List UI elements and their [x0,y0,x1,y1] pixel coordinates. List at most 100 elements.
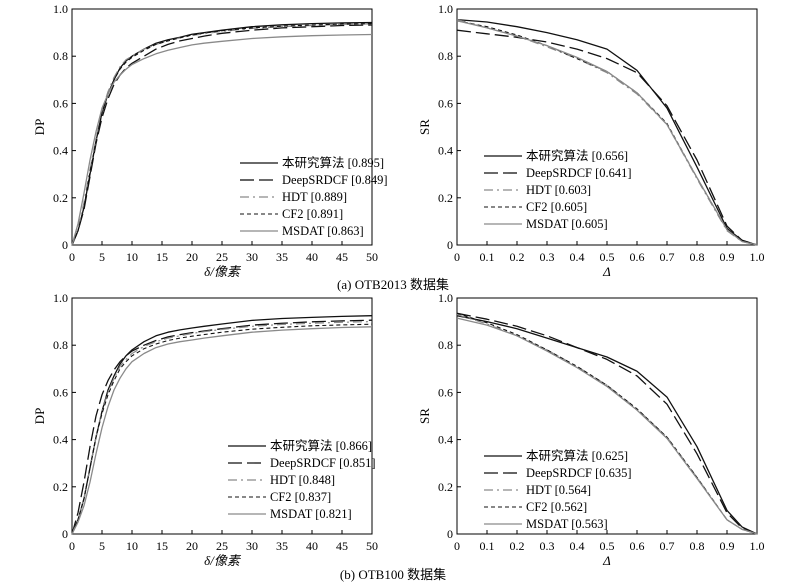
legend-label: HDT [0.603] [526,183,591,197]
y-tick-label: 0.6 [53,385,68,399]
y-tick-label: 0.6 [438,385,453,399]
legend-label: MSDAT [0.863] [282,224,364,238]
x-tick-label: 0.6 [630,250,645,264]
x-tick-label: 0.7 [660,539,675,553]
chart-2: 0 0.1 0.2 0.3 0.4 0.5 0.6 0.7 0.8 0.9 1.0 0 0.2 0.4 0.… [417,2,765,279]
series-line [71,319,373,535]
series-line [456,312,758,535]
y-tick-label: 0.2 [438,480,453,494]
legend: 本研究算法 [0.625] DeepSRDCF [0.635] HDT [0.564… [484,448,632,531]
x-tick-label: 0.5 [600,250,615,264]
legend-label: DeepSRDCF [0.849] [282,173,388,187]
y-tick-label: 1.0 [53,291,68,305]
x-tick-label: 50 [366,250,378,264]
x-tick-label: 0.7 [660,250,675,264]
x-tick-label: 15 [156,539,168,553]
x-tick-label: 0 [454,539,460,553]
x-tick-label: 35 [276,250,288,264]
series-line [71,326,373,535]
x-axis-label: δ/像素 [204,264,242,279]
y-tick-label: 0.4 [53,144,68,158]
y-tick-label: 0.8 [438,49,453,63]
caption-a: (a) OTB2013 数据集 [337,277,449,292]
y-tick-label: 0.6 [53,96,68,110]
x-tick-label: 40 [306,250,318,264]
legend-label: CF2 [0.837] [270,490,331,504]
y-tick-label: 0.8 [53,338,68,352]
x-tick-label: 0.1 [480,250,495,264]
y-tick-label: 0.2 [53,480,68,494]
chart-1: 0 5 10 15 20 25 30 35 40 45 50 0 0.2 0.4 0.6 0.8 1.0 DP δ/… [32,2,388,279]
x-tick-label: 0.9 [720,539,735,553]
y-tick-label: 0.6 [438,96,453,110]
y-tick-label: 0.2 [438,191,453,205]
legend-label: HDT [0.889] [282,190,347,204]
x-tick-label: 45 [336,250,348,264]
series-line [456,18,758,246]
y-axis-label: SR [417,119,432,135]
x-tick-label: 0 [454,250,460,264]
chart-3: 0 5 10 15 20 25 30 35 40 45 50 0 0.2 0.4 0.6 0.8 1.0 DP δ/… [32,291,378,568]
series-line [456,315,758,535]
legend-label: HDT [0.564] [526,483,591,497]
y-axis-label: DP [32,408,47,425]
x-tick-label: 15 [156,250,168,264]
y-tick-label: 0 [62,238,68,252]
x-tick-label: 0 [69,250,75,264]
y-tick-label: 0 [447,527,453,541]
x-tick-label: 30 [246,250,258,264]
legend-label: CF2 [0.562] [526,500,587,514]
x-tick-label: 0.9 [720,250,735,264]
x-tick-label: 25 [216,250,228,264]
legend-label: CF2 [0.891] [282,207,343,221]
y-tick-label: 0.4 [53,433,68,447]
x-tick-label: 0.3 [540,250,555,264]
y-axis-label: DP [32,119,47,136]
series-line [456,313,758,535]
x-tick-label: 0.6 [630,539,645,553]
chart-4: 0 0.1 0.2 0.3 0.4 0.5 0.6 0.7 0.8 0.9 1.0 0 0.2 0.4 0.… [417,291,765,568]
x-tick-label: 20 [186,250,198,264]
series-line [456,312,758,535]
x-tick-label: 0.1 [480,539,495,553]
legend-label: 本研究算法 [0.625] [526,448,628,463]
y-tick-label: 0.4 [438,144,453,158]
x-tick-label: 35 [276,539,288,553]
series-line [71,24,373,246]
x-tick-label: 0.8 [690,250,705,264]
y-tick-label: 1.0 [53,2,68,16]
series-line [71,33,373,246]
x-tick-label: 25 [216,539,228,553]
series-line [456,20,758,246]
legend-label: MSDAT [0.605] [526,217,608,231]
x-tick-label: 0.2 [510,250,525,264]
legend-label: 本研究算法 [0.656] [526,148,628,163]
x-tick-label: 0.5 [600,539,615,553]
y-tick-label: 0.2 [53,191,68,205]
series-line [456,19,758,246]
legend: 本研究算法 [0.656] DeepSRDCF [0.641] HDT [0.603… [484,148,632,231]
x-tick-label: 40 [306,539,318,553]
x-tick-label: 0 [69,539,75,553]
y-tick-label: 0.8 [438,338,453,352]
x-axis-label: Δ [602,264,611,279]
legend-label: DeepSRDCF [0.635] [526,466,632,480]
legend: 本研究算法 [0.895] DeepSRDCF [0.849] HDT [0.889… [240,155,388,238]
series-line [71,321,373,535]
x-axis-label: Δ [602,553,611,568]
y-tick-label: 0 [447,238,453,252]
legend-label: HDT [0.848] [270,473,335,487]
x-tick-label: 1.0 [750,250,765,264]
x-tick-label: 0.8 [690,539,705,553]
legend-label: DeepSRDCF [0.641] [526,166,632,180]
caption-b: (b) OTB100 数据集 [340,567,446,582]
legend: 本研究算法 [0.866] DeepSRDCF [0.851] HDT [0.848… [228,438,376,521]
x-tick-label: 0.4 [570,539,585,553]
x-tick-label: 0.3 [540,539,555,553]
legend-label: DeepSRDCF [0.851] [270,456,376,470]
legend-label: MSDAT [0.821] [270,507,352,521]
x-tick-label: 10 [126,539,138,553]
x-tick-label: 10 [126,250,138,264]
y-tick-label: 0.8 [53,49,68,63]
